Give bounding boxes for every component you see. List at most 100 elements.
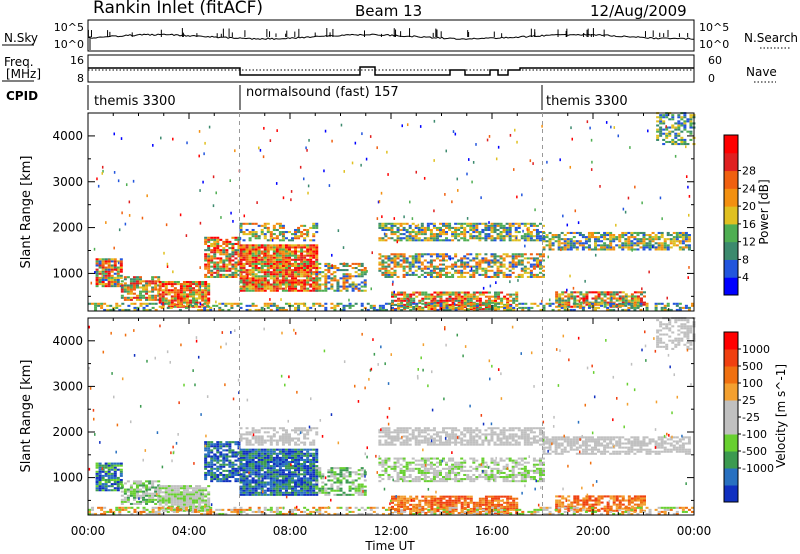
- heatmap-cell: [257, 493, 261, 496]
- heatmap-cell: [294, 467, 298, 470]
- heatmap-cell: [423, 265, 427, 268]
- heatmap-cell: [185, 499, 189, 502]
- power-colorbar-tick: 20: [742, 200, 756, 213]
- heatmap-cell: [272, 267, 276, 270]
- heatmap-cell: [484, 299, 488, 302]
- heatmap-cell: [414, 239, 418, 242]
- heatmap-cell: [396, 275, 400, 278]
- heatmap-cell: [101, 258, 105, 261]
- heatmap-cell: [275, 262, 279, 265]
- heatmap-cell: [278, 250, 282, 253]
- heatmap-cell: [269, 475, 273, 478]
- heatmap-cell: [684, 240, 688, 243]
- heatmap-cell: [224, 302, 228, 305]
- heatmap-cell: [135, 492, 139, 495]
- heatmap-cell: [457, 269, 461, 272]
- heatmap-cell: [142, 496, 146, 499]
- heatmap-cell: [173, 497, 177, 500]
- heatmap-cell: [548, 302, 552, 305]
- heatmap-cell: [169, 306, 173, 309]
- heatmap-cell: [158, 295, 162, 298]
- heatmap-cell: [239, 287, 243, 290]
- heatmap-cell: [98, 470, 102, 473]
- heatmap-cell: [484, 305, 488, 309]
- heatmap-cell: [210, 257, 214, 260]
- heatmap-cell: [237, 465, 241, 468]
- heatmap-cell: [294, 473, 298, 476]
- heatmap-cell: [95, 260, 99, 263]
- heatmap-cell: [135, 484, 139, 487]
- heatmap-cell: [686, 120, 690, 123]
- heatmap-cell: [107, 481, 111, 484]
- heatmap-cell: [448, 271, 452, 274]
- heatmap-cell: [454, 291, 458, 294]
- heatmap-cell: [116, 462, 120, 465]
- heatmap-cell: [457, 299, 461, 302]
- heatmap-cell: [493, 261, 497, 264]
- heatmap-cell: [538, 267, 542, 270]
- heatmap-cell: [662, 132, 666, 135]
- heatmap-cell: [475, 305, 479, 309]
- heatmap-cell: [263, 254, 267, 257]
- heatmap-cell: [609, 234, 613, 237]
- heatmap-cell: [213, 455, 217, 458]
- heatmap-cell: [469, 308, 473, 311]
- heatmap-cell: [689, 120, 693, 123]
- heatmap-cell: [675, 240, 679, 243]
- heatmap-cell: [101, 478, 105, 482]
- heatmap-cell: [469, 297, 473, 300]
- noise-panel: N.Sky 10^5 10^0 10^5 10^0 N.Search: [2, 19, 798, 52]
- heatmap-cell: [648, 242, 652, 245]
- heatmap-cell: [420, 228, 424, 232]
- heatmap-cell: [381, 263, 385, 266]
- heatmap-cell: [327, 269, 331, 272]
- heatmap-cell: [689, 114, 693, 117]
- heatmap-cell: [245, 483, 249, 486]
- heatmap-cell: [242, 279, 246, 282]
- heatmap-cell: [590, 248, 594, 251]
- heatmap-cell: [391, 293, 394, 296]
- heatmap-cell: [216, 478, 220, 481]
- heatmap-cell: [300, 233, 304, 236]
- heatmap-cell: [113, 466, 117, 469]
- heatmap-cell: [251, 258, 255, 261]
- heatmap-cell: [176, 293, 180, 296]
- heatmap-cell: [590, 231, 594, 234]
- heatmap-cell: [654, 246, 658, 249]
- heatmap-cell: [248, 489, 252, 492]
- heatmap-speckle: [433, 159, 435, 162]
- heatmap-speckle: [674, 154, 677, 158]
- heatmap-cell: [523, 271, 527, 274]
- heatmap-cell: [351, 267, 355, 270]
- heatmap-cell: [248, 448, 252, 451]
- heatmap-cell: [363, 269, 367, 272]
- heatmap-cell: [185, 489, 189, 492]
- heatmap-cell: [257, 452, 261, 455]
- heatmap-cell: [666, 248, 670, 251]
- heatmap-cell: [487, 228, 491, 232]
- heatmap-cell: [192, 293, 196, 296]
- heatmap-cell: [538, 239, 542, 242]
- heatmap-cell: [469, 299, 473, 302]
- heatmap-cell: [242, 264, 246, 267]
- heatmap-cell: [529, 257, 533, 260]
- heatmap-cell: [104, 464, 108, 467]
- heatmap-cell: [659, 118, 663, 121]
- heatmap-cell: [660, 236, 664, 239]
- heatmap-cell: [242, 471, 246, 474]
- heatmap-cell: [324, 287, 328, 290]
- heatmap-cell: [303, 489, 307, 492]
- heatmap-speckle: [307, 184, 310, 188]
- heatmap-cell: [645, 246, 649, 249]
- heatmap-cell: [639, 302, 643, 305]
- heatmap-cell: [272, 469, 276, 472]
- heatmap-cell: [216, 240, 220, 243]
- heatmap-cell: [227, 308, 231, 311]
- beam-title: Beam 13: [355, 2, 422, 20]
- heatmap-cell: [297, 246, 301, 249]
- heatmap-cell: [281, 493, 285, 496]
- heatmap-cell: [239, 489, 243, 492]
- heatmap-cell: [284, 477, 288, 480]
- heatmap-cell: [442, 269, 446, 272]
- heatmap-cell: [503, 308, 507, 311]
